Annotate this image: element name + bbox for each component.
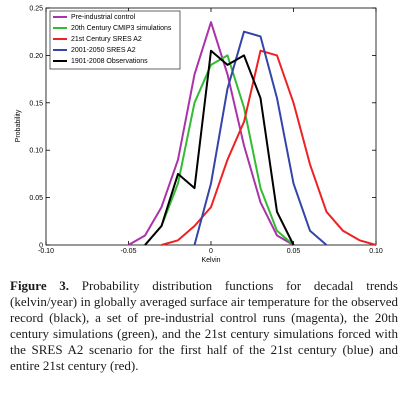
legend-entry: 1901-2008 Observations — [71, 58, 148, 65]
y-tick-label: 0.10 — [29, 148, 43, 155]
series-line — [161, 49, 377, 246]
y-tick-label: 0 — [39, 243, 43, 250]
y-tick-label: 0.25 — [29, 6, 43, 13]
legend: Pre-industrial control 20th Century CMIP3… — [49, 10, 181, 70]
y-tick-label: 0.15 — [29, 100, 43, 107]
series-line — [128, 21, 294, 246]
figure-caption: Figure 3. Probability distribution funct… — [10, 278, 398, 374]
caption-label: Figure 3. — [10, 278, 70, 293]
legend-box — [49, 10, 181, 70]
y-tick-label: 0.05 — [29, 195, 43, 202]
legend-entry: 2001-2050 SRES A2 — [71, 47, 136, 54]
y-tick-label: 0.20 — [29, 53, 43, 60]
legend-entry: 20th Century CMIP3 simulations — [71, 25, 172, 32]
legend-entry: 21st Century SRES A2 — [71, 36, 142, 43]
caption-text: Probability distribution functions for d… — [10, 278, 398, 373]
legend-entry: Pre-industrial control — [71, 14, 136, 21]
y-axis-label: Probability — [15, 109, 22, 142]
x-tick-label: 0.05 — [287, 248, 301, 255]
x-tick-label: 0 — [209, 248, 213, 255]
x-axis-label: Kelvin — [201, 257, 220, 264]
series-line — [144, 49, 295, 246]
series-line — [193, 30, 328, 246]
series-line — [144, 54, 295, 246]
pdf-chart: -0.10 -0.05 0 0.05 0.10 0 0.05 0.10 0.15 0.20 0.25… — [15, 6, 383, 265]
x-tick-label: 0.10 — [369, 248, 383, 255]
x-tick-label: -0.05 — [121, 248, 137, 255]
x-tick-label: -0.10 — [38, 248, 54, 255]
